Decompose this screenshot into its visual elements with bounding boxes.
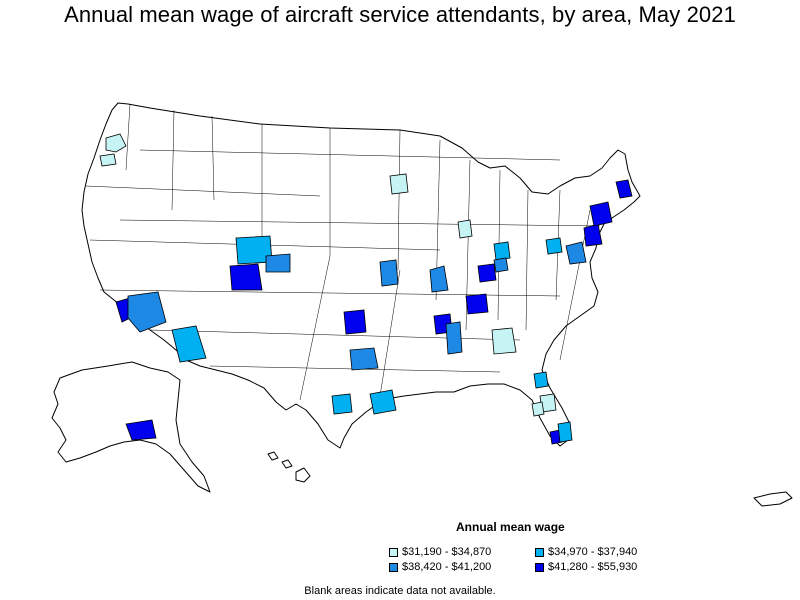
region-colorado-east-area [265, 253, 291, 273]
region-austin-area [331, 393, 353, 415]
region-colorado-springs-area [229, 263, 263, 291]
region-philadelphia-area [583, 223, 603, 247]
region-louisville-area [493, 257, 509, 273]
legend-label: $31,190 - $34,870 [402, 546, 492, 558]
legend-label: $38,420 - $41,200 [402, 561, 492, 573]
region-houston-area [369, 389, 397, 415]
legend-swatch-icon [389, 562, 398, 572]
region-washington-dc-area [565, 241, 587, 265]
region-st-louis-area [429, 265, 449, 293]
footnote: Blank areas indicate data not available. [304, 585, 496, 597]
legend-item-4: $41,280 - $55,930 [535, 561, 637, 573]
legend-item-2: $34,970 - $37,940 [535, 546, 637, 558]
region-tucson-area [171, 325, 207, 363]
region-cincinnati-area [477, 263, 497, 283]
legend-item-3: $38,420 - $41,200 [389, 561, 491, 573]
legend-label: $41,280 - $55,930 [548, 561, 638, 573]
region-phoenix-area [127, 291, 167, 333]
map-title: Annual mean wage of aircraft service att… [64, 2, 736, 27]
region-minneapolis-area [389, 173, 409, 195]
area-boundaries [85, 103, 601, 401]
hawaii-outline [267, 451, 311, 483]
region-kansas-city-area [379, 259, 399, 287]
region-birmingham-area [445, 321, 463, 355]
region-anchorage-area [125, 419, 157, 441]
legend-swatch-icon [535, 562, 544, 572]
region-oklahoma-area [343, 309, 367, 335]
region-pittsburgh-area [545, 237, 563, 255]
legend-swatch-icon [535, 547, 544, 557]
region-palm-beach-area [557, 421, 573, 443]
region-boston-area [615, 179, 633, 199]
legend-swatch-icon [389, 547, 398, 557]
legend-label: $34,970 - $37,940 [548, 546, 638, 558]
region-indianapolis-area [493, 241, 511, 261]
region-tampa-area [531, 401, 545, 417]
puerto-rico-outline [753, 491, 793, 507]
region-chicago-area [457, 219, 473, 239]
legend-item-1: $31,190 - $34,870 [389, 546, 491, 558]
region-new-york-area [589, 201, 613, 227]
region-atlanta-area [491, 327, 517, 355]
region-nashville-area [465, 293, 489, 315]
region-jacksonville-area [533, 371, 549, 389]
region-seattle-area [105, 133, 127, 153]
region-portland-area [99, 153, 117, 167]
legend-title: Annual mean wage [456, 520, 565, 534]
region-dallas-area [349, 347, 379, 371]
